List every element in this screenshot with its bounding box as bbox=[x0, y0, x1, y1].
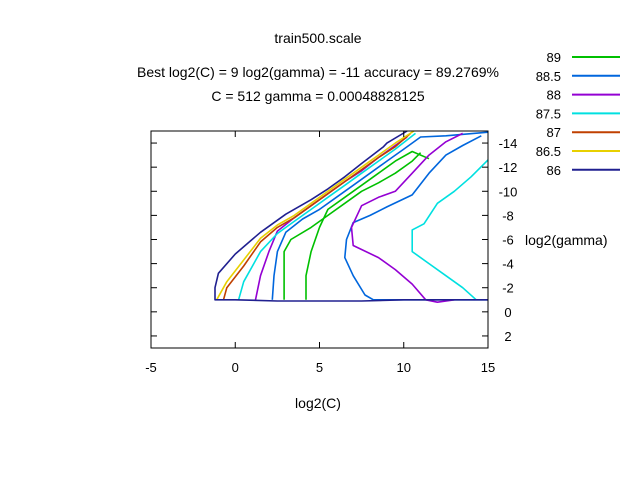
contour-series-layer bbox=[214, 130, 489, 304]
chart-subtitle-line-2: C = 512 gamma = 0.00048828125 bbox=[211, 88, 424, 104]
contour-line-4-0 bbox=[222, 132, 412, 301]
x-tick-label-0: -5 bbox=[145, 360, 157, 375]
legend-label-4: 87 bbox=[547, 125, 561, 140]
legend-label-2: 88 bbox=[547, 88, 561, 103]
y-tick-label-0: -14 bbox=[499, 136, 518, 151]
contour-line-3-0 bbox=[237, 132, 416, 301]
x-tick-label-1: 0 bbox=[232, 360, 239, 375]
x-axis-label: log2(C) bbox=[295, 395, 341, 411]
legend-label-6: 86 bbox=[547, 163, 561, 178]
contour-line-1-0 bbox=[343, 135, 482, 301]
y-tick-label-5: -4 bbox=[502, 257, 514, 272]
contour-line-2-2 bbox=[425, 299, 455, 304]
contour-line-2-0 bbox=[350, 132, 464, 301]
legend-label-1: 88.5 bbox=[536, 69, 561, 84]
x-tick-label-3: 10 bbox=[397, 360, 411, 375]
y-tick-label-1: -12 bbox=[499, 160, 518, 175]
y-tick-label-3: -8 bbox=[502, 208, 514, 223]
y-tick-label-6: -2 bbox=[502, 281, 514, 296]
legend-label-0: 89 bbox=[547, 50, 561, 65]
y-tick-label-8: 2 bbox=[504, 329, 511, 344]
x-tick-label-2: 5 bbox=[316, 360, 323, 375]
y-tick-label-2: -10 bbox=[499, 184, 518, 199]
legend: 89 88.5 88 87.5 87 86.5 86 bbox=[536, 50, 620, 178]
contour-line-0-0 bbox=[305, 150, 430, 300]
contour-line-2-1 bbox=[254, 136, 408, 300]
contour-line-6-0 bbox=[214, 130, 488, 302]
y-tick-label-4: -6 bbox=[502, 233, 514, 248]
y-axis-ticks: -14 -12 -10 -8 -6 -4 -2 0 2 bbox=[151, 136, 517, 344]
legend-label-3: 87.5 bbox=[536, 106, 561, 121]
contour-line-1-1 bbox=[271, 131, 489, 300]
contour-line-5-0 bbox=[216, 130, 415, 301]
chart-subtitle-line-1: Best log2(C) = 9 log2(gamma) = -11 accur… bbox=[137, 64, 499, 80]
contour-line-0-1 bbox=[283, 152, 422, 300]
legend-label-5: 86.5 bbox=[536, 144, 561, 159]
y-tick-label-7: 0 bbox=[504, 305, 511, 320]
contour-line-3-1 bbox=[411, 159, 489, 301]
y-axis-label: log2(gamma) bbox=[525, 232, 607, 248]
x-axis-ticks: -5 0 5 10 15 bbox=[145, 131, 495, 375]
chart-title: train500.scale bbox=[274, 30, 361, 46]
x-tick-label-4: 15 bbox=[481, 360, 495, 375]
